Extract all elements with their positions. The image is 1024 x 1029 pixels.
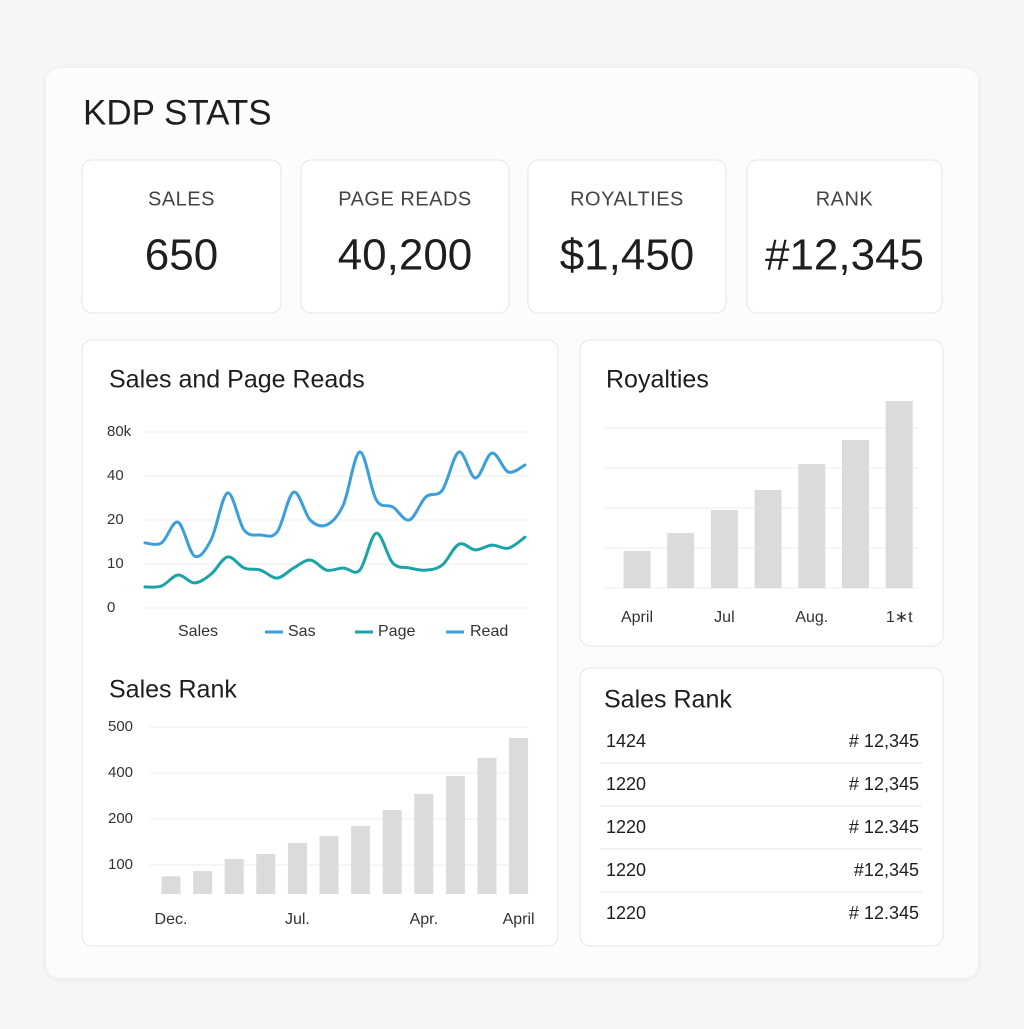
stat-card: [81, 159, 282, 314]
x-tick-label: Jul: [714, 609, 734, 626]
y-tick-label: 20: [107, 511, 124, 528]
chart-title: Royalties: [606, 366, 709, 394]
bar: [885, 401, 913, 588]
cell: #12,345: [854, 860, 919, 880]
bar: [414, 793, 434, 894]
cell: 1220: [606, 903, 646, 923]
y-tick-label: 10: [107, 555, 124, 572]
stat-card: [746, 159, 943, 314]
legend-label: Read: [470, 623, 508, 640]
stat-value: 40,200: [338, 231, 473, 280]
stat-card: [527, 159, 727, 314]
bar: [798, 464, 826, 588]
bar: [509, 738, 529, 894]
cell: 1220: [606, 817, 646, 837]
y-tick-label: 40: [107, 467, 124, 484]
y-tick-label: 200: [108, 810, 133, 827]
stat-value: $1,450: [560, 231, 695, 280]
cell: # 12.345: [849, 817, 919, 837]
cell: # 12.345: [849, 903, 919, 923]
bar: [754, 490, 782, 588]
bar: [351, 825, 371, 894]
title: KDP STATS: [83, 93, 272, 132]
stat-label: SALES: [148, 188, 215, 210]
stat-cards: SALES 650 PAGE READS 40,200 ROYALTIES $1,450 R…: [81, 159, 943, 314]
y-tick-label: 500: [108, 718, 133, 735]
bar: [623, 551, 651, 588]
bar: [161, 876, 181, 894]
cell: # 12,345: [849, 774, 919, 794]
bar: [224, 859, 244, 894]
bar: [287, 842, 307, 894]
bar: [382, 810, 402, 894]
x-axis-label: Sales: [178, 623, 218, 640]
line: [143, 531, 527, 589]
stat-label: PAGE READS: [338, 188, 472, 210]
legend-label: Page: [378, 623, 415, 640]
stat-value: 650: [145, 231, 218, 280]
cell: 1220: [606, 774, 646, 794]
panel: [579, 667, 944, 947]
x-tick-label: Aug.: [795, 609, 828, 626]
x-tick-label: Dec.: [155, 911, 188, 928]
stat-card: [300, 159, 510, 314]
chart-title: Sales and Page Reads: [109, 366, 365, 394]
bar: [667, 533, 695, 588]
chart-title: Sales Rank: [109, 676, 237, 704]
bar: [256, 853, 276, 894]
legend-label: Sas: [288, 623, 316, 640]
y-tick-label: 0: [107, 599, 115, 616]
cell: # 12,345: [849, 731, 919, 751]
x-tick-label: 1∗t: [886, 609, 913, 626]
stat-value: #12,345: [765, 231, 924, 280]
line: [143, 450, 527, 559]
bar: [319, 836, 339, 894]
x-tick-label: April: [503, 911, 535, 928]
x-tick-label: April: [621, 609, 653, 626]
stat-label: RANK: [816, 188, 874, 210]
x-tick-label: Apr.: [410, 911, 438, 928]
bar: [842, 440, 869, 588]
bar: [710, 510, 738, 588]
x-tick-label: Jul.: [285, 911, 310, 928]
y-tick-label: 80k: [107, 423, 132, 440]
bar: [477, 757, 497, 894]
y-tick-label: 400: [108, 764, 133, 781]
cell: 1220: [606, 860, 646, 880]
stat-label: ROYALTIES: [570, 188, 684, 210]
cell: 1424: [606, 731, 646, 751]
bar: [445, 775, 465, 894]
y-tick-label: 100: [108, 856, 133, 873]
bar: [193, 871, 213, 894]
table-title: Sales Rank: [604, 686, 732, 714]
